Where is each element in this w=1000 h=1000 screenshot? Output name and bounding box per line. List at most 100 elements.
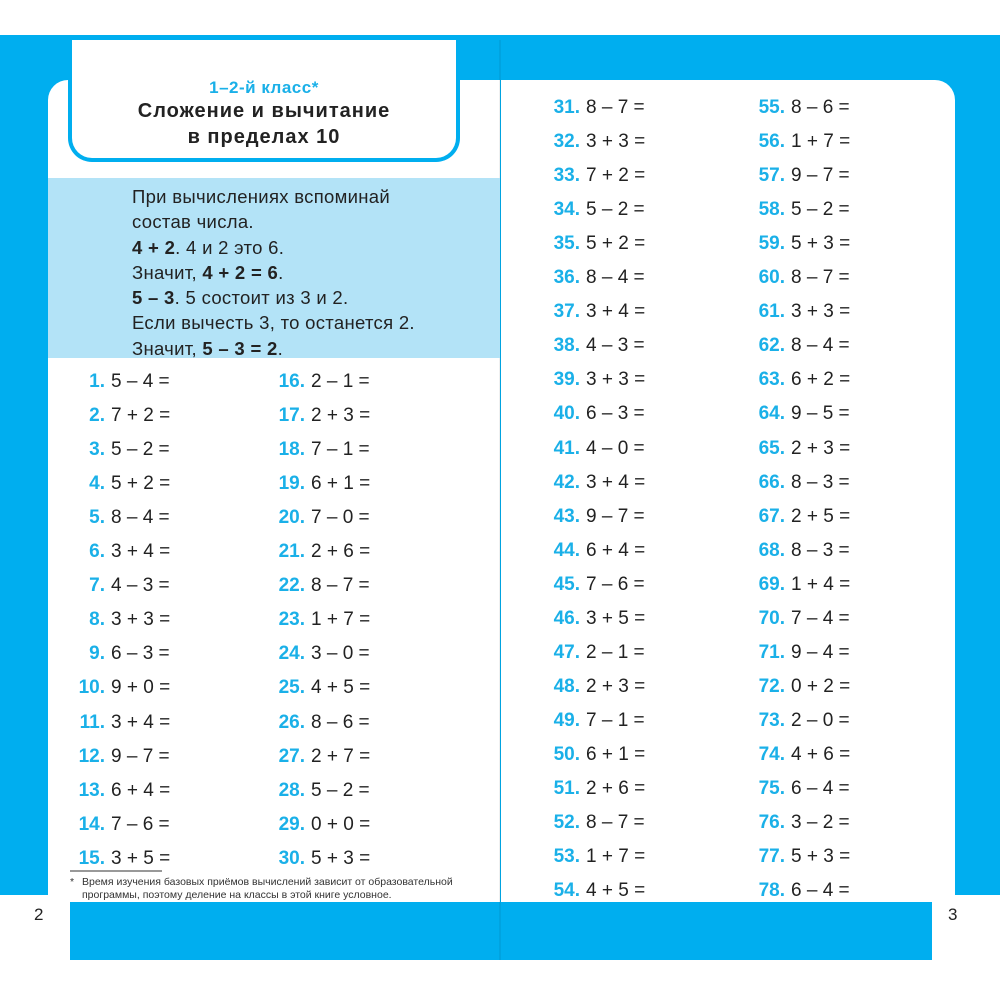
- exercise-item: 31. 8 – 7 =: [530, 91, 645, 125]
- exercise-item: 35. 5 + 2 =: [530, 227, 646, 261]
- exercise-expression: 3 – 0 =: [311, 643, 370, 665]
- exercise-expression: 9 – 7 =: [586, 505, 645, 527]
- exercise-expression: 4 – 0 =: [586, 437, 645, 459]
- exercise-number: 34.: [553, 199, 580, 221]
- exercise-item: 16. 2 – 1 =: [255, 365, 370, 399]
- info-box: При вычислениях вспоминай состав числа. …: [48, 178, 500, 361]
- exercise-expression: 5 – 2 =: [791, 199, 850, 221]
- exercise-expression: 1 + 7 =: [791, 131, 851, 153]
- exercise-number: 1.: [89, 371, 105, 392]
- exercise-item: 5. 8 – 4 =: [55, 501, 170, 535]
- exercise-item: 30. 5 + 3 =: [255, 842, 371, 876]
- exercise-number: 75.: [758, 778, 785, 799]
- exercise-item: 59. 5 + 3 =: [735, 227, 851, 261]
- exercise-item: 27. 2 + 7 =: [255, 740, 371, 774]
- info-line: Если вычесть 3, то останется 2.: [132, 312, 415, 334]
- exercise-number: 45.: [553, 573, 580, 595]
- exercise-expression: 5 + 3 =: [791, 233, 851, 255]
- right-corner: [932, 895, 1000, 960]
- exercise-item: 34. 5 – 2 =: [530, 193, 645, 227]
- exercise-item: 24. 3 – 0 =: [255, 637, 370, 671]
- exercise-expression: 0 + 2 =: [791, 675, 851, 697]
- exercise-item: 63. 6 + 2 =: [735, 363, 851, 397]
- exercise-number: 17.: [278, 405, 305, 427]
- exercise-expression: 8 – 7 =: [586, 812, 645, 834]
- info-line: 4 + 2. 4 и 2 это 6.: [132, 235, 500, 260]
- exercise-item: 1. 5 – 4 =: [55, 365, 170, 399]
- exercise-number: 20.: [278, 507, 305, 529]
- exercise-expression: 5 + 2 =: [586, 233, 646, 255]
- exercise-number: 16.: [278, 371, 305, 392]
- exercise-expression: 4 + 5 =: [586, 880, 646, 902]
- info-line: 5 – 3. 5 состоит из 3 и 2.: [132, 285, 500, 310]
- exercise-expression: 5 + 3 =: [311, 847, 371, 869]
- exercise-item: 72. 0 + 2 =: [735, 670, 851, 704]
- exercise-number: 44.: [553, 539, 580, 561]
- exercise-item: 77. 5 + 3 =: [735, 840, 851, 874]
- exercise-number: 13.: [78, 779, 105, 801]
- info-text: Значит,: [132, 337, 203, 359]
- exercise-number: 58.: [758, 199, 785, 221]
- exercise-item: 6. 3 + 4 =: [55, 535, 170, 569]
- exercise-number: 60.: [758, 267, 785, 289]
- exercise-item: 70. 7 – 4 =: [735, 602, 850, 636]
- exercise-number: 24.: [278, 643, 305, 665]
- exercise-expression: 7 – 6 =: [586, 573, 645, 595]
- exercise-number: 7.: [89, 575, 105, 597]
- exercise-item: 75. 6 – 4 =: [735, 772, 850, 806]
- exercise-expression: 8 – 7 =: [586, 97, 645, 118]
- exercise-expression: 9 – 7 =: [791, 165, 850, 187]
- exercise-number: 52.: [553, 812, 580, 834]
- exercise-number: 25.: [278, 677, 305, 699]
- grade-label: 1–2-й класс*: [209, 78, 319, 97]
- bottom-band: [70, 895, 932, 960]
- exercise-number: 15.: [78, 847, 105, 869]
- exercise-expression: 2 + 3 =: [791, 437, 851, 459]
- exercise-number: 30.: [278, 847, 305, 869]
- info-line: состав числа.: [132, 211, 254, 233]
- exercise-number: 74.: [758, 743, 785, 765]
- exercise-expression: 1 + 7 =: [586, 846, 646, 868]
- exercise-expression: 4 + 5 =: [311, 677, 371, 699]
- exercise-expression: 6 – 4 =: [791, 880, 850, 902]
- exercise-number: 51.: [553, 778, 580, 799]
- exercise-item: 68. 8 – 3 =: [735, 534, 850, 568]
- exercise-expression: 8 – 7 =: [791, 267, 850, 289]
- exercise-expression: 6 + 4 =: [586, 539, 646, 561]
- left-page-bottom: [48, 880, 500, 902]
- info-text: . 5 состоит из 3 и 2.: [174, 287, 349, 309]
- info-text: . 4 и 2 это 6.: [175, 236, 285, 258]
- exercise-item: 25. 4 + 5 =: [255, 671, 371, 705]
- exercise-expression: 5 – 2 =: [311, 779, 370, 801]
- info-line: Значит, 5 – 3 = 2.: [132, 336, 500, 361]
- exercise-expression: 2 + 5 =: [791, 505, 851, 527]
- exercise-item: 29. 0 + 0 =: [255, 808, 371, 842]
- exercise-expression: 2 + 7 =: [311, 745, 371, 767]
- exercise-expression: 3 – 2 =: [791, 812, 850, 834]
- exercise-number: 41.: [553, 437, 580, 459]
- exercise-expression: 8 – 7 =: [311, 575, 370, 597]
- exercise-item: 40. 6 – 3 =: [530, 397, 645, 431]
- exercise-item: 71. 9 – 4 =: [735, 636, 850, 670]
- exercise-item: 61. 3 + 3 =: [735, 295, 851, 329]
- exercise-number: 65.: [758, 437, 785, 459]
- exercise-item: 44. 6 + 4 =: [530, 534, 646, 568]
- exercise-expression: 3 + 4 =: [111, 541, 171, 563]
- exercise-item: 53. 1 + 7 =: [530, 840, 646, 874]
- page-number-right: 3: [948, 905, 958, 924]
- exercise-number: 43.: [553, 505, 580, 527]
- exercise-number: 18.: [278, 439, 305, 461]
- exercise-number: 49.: [553, 709, 580, 731]
- exercise-item: 10. 9 + 0 =: [55, 671, 171, 705]
- exercise-number: 48.: [553, 675, 580, 697]
- exercise-number: 77.: [758, 846, 785, 868]
- exercise-expression: 7 – 1 =: [586, 709, 645, 731]
- exercise-number: 47.: [553, 641, 580, 663]
- exercise-expression: 9 + 0 =: [111, 677, 171, 699]
- exercise-item: 74. 4 + 6 =: [735, 738, 851, 772]
- exercise-item: 66. 8 – 3 =: [735, 466, 850, 500]
- exercise-expression: 9 – 4 =: [791, 641, 850, 663]
- exercise-item: 64. 9 – 5 =: [735, 397, 850, 431]
- exercise-item: 18. 7 – 1 =: [255, 433, 370, 467]
- exercise-expression: 7 – 1 =: [311, 439, 370, 461]
